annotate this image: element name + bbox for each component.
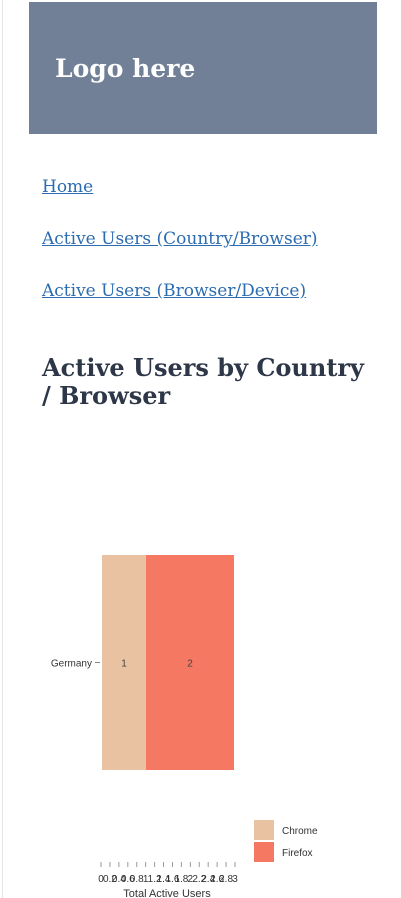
main-nav: Home Active Users (Country/Browser) Acti… — [42, 176, 318, 332]
x-axis-tick-label: 2.4 — [201, 874, 215, 885]
x-axis-tick-label: 1.2 — [148, 874, 162, 885]
x-axis-tick-label: 2.6 — [210, 874, 224, 885]
x-axis-tick-label: 1.6 — [166, 874, 180, 885]
page-left-border — [2, 0, 3, 898]
logo-placeholder: Logo here — [55, 54, 196, 83]
category-label-germany: Germany — [51, 659, 92, 670]
x-axis-tick-label: 0.8 — [130, 874, 144, 885]
legend-label-firefox: Firefox — [282, 848, 313, 859]
x-axis-tick-label: 1.4 — [157, 874, 171, 885]
nav-link-active-users-country-browser[interactable]: Active Users (Country/Browser) — [42, 229, 318, 249]
x-axis-tick-label: 0.2 — [103, 874, 117, 885]
legend-label-chrome: Chrome — [282, 826, 318, 837]
x-axis-tick-label: 0 — [98, 874, 104, 885]
x-axis-tick-label: 1 — [143, 874, 149, 885]
x-axis-label: Total Active Users — [123, 888, 211, 898]
data-label-firefox: 2 — [187, 659, 193, 670]
x-axis-tick-label: 2.8 — [219, 874, 233, 885]
data-label-chrome: 1 — [121, 659, 127, 670]
site-header: Logo here — [29, 2, 377, 134]
nav-link-home[interactable]: Home — [42, 177, 94, 197]
bar-firefox-germany — [146, 555, 234, 770]
nav-link-active-users-browser-device[interactable]: Active Users (Browser/Device) — [42, 281, 307, 301]
x-axis-tick-label: 3 — [232, 874, 238, 885]
x-axis-tick-label: 2.2 — [192, 874, 206, 885]
bar-chrome-germany — [102, 555, 146, 770]
x-axis-tick-label: 0.6 — [121, 874, 135, 885]
x-axis-tick-label: 2 — [188, 874, 194, 885]
page-title: Active Users by Country / Browser — [42, 353, 364, 410]
x-axis-tick-label: 1.8 — [174, 874, 188, 885]
x-axis-tick-label: 0.4 — [112, 874, 126, 885]
legend-swatch-chrome — [254, 820, 274, 840]
legend-swatch-firefox — [254, 842, 274, 862]
